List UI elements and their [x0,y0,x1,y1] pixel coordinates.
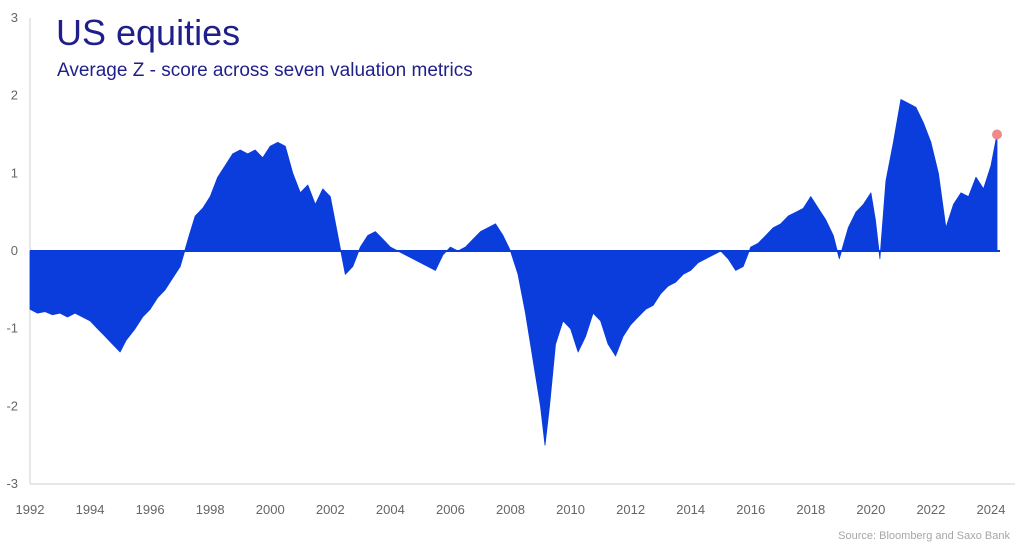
x-tick-label: 2018 [796,502,825,517]
x-tick-label: 1994 [76,502,105,517]
x-tick-label: 2016 [736,502,765,517]
x-tick-labels: 1992 1994 1996 1998 2000 2002 2004 2006 2008 2010… [16,502,1006,517]
x-tick-label: 2014 [676,502,705,517]
x-tick-label: 2002 [316,502,345,517]
chart-subtitle: Average Z - score across seven valuation… [57,60,473,81]
chart-title: US equities [56,12,241,53]
y-tick-label: 3 [11,10,18,25]
x-tick-label: 2024 [977,502,1006,517]
x-tick-label: 2000 [256,502,285,517]
z-score-area [29,99,998,446]
x-tick-label: 2008 [496,502,525,517]
x-tick-label: 2012 [616,502,645,517]
latest-value-marker [991,129,1002,140]
x-tick-label: 1992 [16,502,45,517]
x-tick-label: 2010 [556,502,585,517]
y-tick-label: -3 [6,476,18,491]
x-tick-label: 2020 [856,502,885,517]
y-tick-label: 2 [11,88,18,103]
y-tick-label: 1 [11,165,18,180]
y-tick-label: 0 [11,243,18,258]
y-tick-label: -1 [6,321,18,336]
y-tick-label: -2 [6,398,18,413]
x-tick-label: 1996 [136,502,165,517]
x-tick-label: 2022 [916,502,945,517]
source-note: Source: Bloomberg and Saxo Bank [838,530,1010,542]
y-tick-labels: 3 2 1 0 -1 -2 -3 [6,10,18,491]
x-tick-label: 2006 [436,502,465,517]
x-tick-label: 2004 [376,502,405,517]
x-tick-label: 1998 [196,502,225,517]
